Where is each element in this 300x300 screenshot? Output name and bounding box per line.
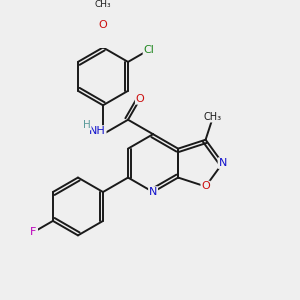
Text: NH: NH	[89, 126, 106, 136]
Text: CH₃: CH₃	[95, 0, 111, 9]
Text: O: O	[99, 20, 107, 30]
Text: CH₃: CH₃	[204, 112, 222, 122]
Text: O: O	[136, 94, 145, 104]
Text: F: F	[30, 227, 37, 237]
Text: O: O	[201, 182, 210, 191]
Text: Cl: Cl	[143, 45, 154, 55]
Text: N: N	[218, 158, 227, 168]
Text: N: N	[149, 187, 157, 197]
Text: H: H	[83, 120, 91, 130]
